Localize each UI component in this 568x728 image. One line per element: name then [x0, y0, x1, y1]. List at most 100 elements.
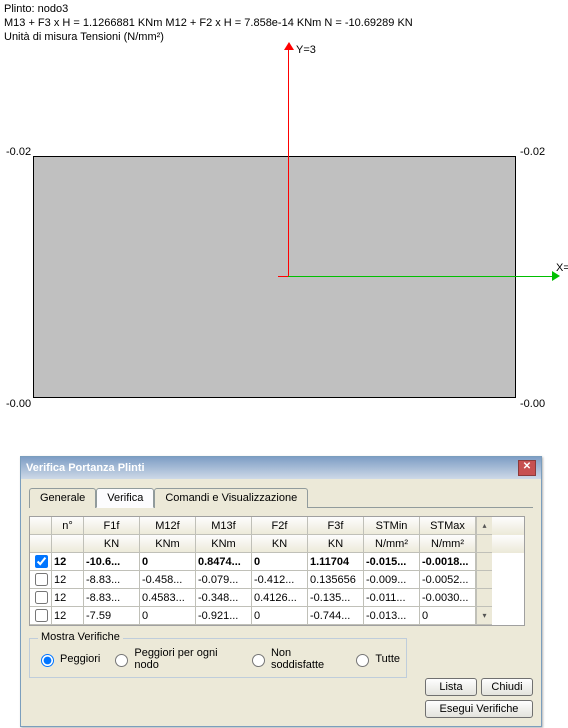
grid-header: n° F1f M12f M13f F2f F3f STMin STMax ▴ — [30, 517, 524, 535]
scroll-up-icon[interactable]: ▴ — [476, 517, 492, 535]
unit-stmin: N/mm² — [364, 535, 420, 553]
radio-group: Peggiori Peggiori per ogni nodo Non sodd… — [36, 647, 400, 671]
row-checkbox-cell[interactable] — [30, 607, 52, 625]
radio-tutte[interactable]: Tutte — [351, 651, 400, 667]
dialog-verifica-portanza: Verifica Portanza Plinti ✕ Generale Veri… — [20, 456, 542, 727]
row-checkbox-cell[interactable] — [30, 589, 52, 607]
row-checkbox-cell[interactable] — [30, 571, 52, 589]
dialog-buttons: Lista Chiudi Esegui Verifiche — [425, 678, 533, 718]
chart-area: Y=3 X=2 -0.02 -0.02 -0.00 -0.00 — [0, 46, 568, 446]
check-col-header — [30, 517, 52, 535]
unit-f1f: KN — [84, 535, 140, 553]
cell: 0 — [420, 607, 476, 625]
cell: -0.135... — [308, 589, 364, 607]
table-row[interactable]: 12-10.6...00.8474...01.11704-0.015...-0.… — [30, 553, 524, 571]
cell: 12 — [52, 589, 84, 607]
scroll-gutter — [476, 589, 492, 607]
tab-bar: Generale Verifica Comandi e Visualizzazi… — [29, 487, 533, 508]
check-col-subheader — [30, 535, 52, 553]
plinth-rect — [33, 156, 516, 398]
corner-tl: -0.02 — [6, 146, 31, 158]
col-f2f[interactable]: F2f — [252, 517, 308, 535]
x-axis — [288, 276, 554, 277]
cell: -10.6... — [84, 553, 140, 571]
radio-peggiori-nodo-input[interactable] — [115, 654, 128, 667]
cell: 0 — [140, 553, 196, 571]
groupbox-mostra: Mostra Verifiche Peggiori Peggiori per o… — [29, 638, 407, 678]
radio-non-soddisfatte-label: Non soddisfatte — [271, 647, 341, 671]
esegui-verifiche-button[interactable]: Esegui Verifiche — [425, 700, 533, 718]
cell: -7.59 — [84, 607, 140, 625]
y-axis-label: Y=3 — [296, 44, 316, 56]
cell: 1.11704 — [308, 553, 364, 571]
radio-peggiori[interactable]: Peggiori — [36, 651, 100, 667]
cell: -0.079... — [196, 571, 252, 589]
scroll-gutter — [476, 571, 492, 589]
cell: 0.4126... — [252, 589, 308, 607]
col-f3f[interactable]: F3f — [308, 517, 364, 535]
x-axis-label: X=2 — [556, 262, 568, 274]
table-row[interactable]: 12-8.83...0.4583...-0.348...0.4126...-0.… — [30, 589, 524, 607]
close-icon[interactable]: ✕ — [518, 460, 536, 476]
cell: -0.0018... — [420, 553, 476, 571]
dialog-title: Verifica Portanza Plinti — [26, 462, 145, 474]
cell: 0 — [252, 553, 308, 571]
radio-non-soddisfatte-input[interactable] — [252, 654, 265, 667]
cell: -0.0052... — [420, 571, 476, 589]
tab-comandi[interactable]: Comandi e Visualizzazione — [154, 488, 308, 508]
grid-units: KN KNm KNm KN KN N/mm² N/mm² — [30, 535, 524, 553]
corner-br: -0.00 — [520, 398, 545, 410]
header-info: Plinto: nodo3 M13 + F3 x H = 1.1266881 K… — [0, 0, 568, 46]
chiudi-button[interactable]: Chiudi — [481, 678, 533, 696]
radio-peggiori-input[interactable] — [41, 654, 54, 667]
corner-bl: -0.00 — [6, 398, 31, 410]
radio-tutte-label: Tutte — [375, 653, 400, 665]
cell: 0.8474... — [196, 553, 252, 571]
dialog-titlebar[interactable]: Verifica Portanza Plinti ✕ — [21, 457, 541, 479]
unit-m12f: KNm — [140, 535, 196, 553]
cell: -8.83... — [84, 571, 140, 589]
cell: 0.135656 — [308, 571, 364, 589]
unit-f2f: KN — [252, 535, 308, 553]
cell: -0.013... — [364, 607, 420, 625]
scroll-down-icon[interactable]: ▾ — [476, 607, 492, 625]
y-axis-arrow — [284, 42, 294, 50]
table-row[interactable]: 12-8.83...-0.458...-0.079...-0.412...0.1… — [30, 571, 524, 589]
cell: -0.412... — [252, 571, 308, 589]
col-stmax[interactable]: STMax — [420, 517, 476, 535]
cell: 0 — [252, 607, 308, 625]
lista-button[interactable]: Lista — [425, 678, 477, 696]
cell: 12 — [52, 571, 84, 589]
col-m12f[interactable]: M12f — [140, 517, 196, 535]
row-checkbox[interactable] — [35, 555, 48, 568]
col-n[interactable]: n° — [52, 517, 84, 535]
unit-stmax: N/mm² — [420, 535, 476, 553]
dialog-body: Generale Verifica Comandi e Visualizzazi… — [21, 479, 541, 726]
table-row[interactable]: 12-7.590-0.921...0-0.744...-0.013...0▾ — [30, 607, 524, 625]
unit-m13f: KNm — [196, 535, 252, 553]
cell: -0.0030... — [420, 589, 476, 607]
radio-peggiori-nodo[interactable]: Peggiori per ogni nodo — [110, 647, 237, 671]
corner-tr: -0.02 — [520, 146, 545, 158]
header-line1: Plinto: nodo3 — [4, 2, 564, 16]
col-f1f[interactable]: F1f — [84, 517, 140, 535]
radio-tutte-input[interactable] — [356, 654, 369, 667]
unit-f3f: KN — [308, 535, 364, 553]
row-checkbox[interactable] — [35, 591, 48, 604]
cell: -0.921... — [196, 607, 252, 625]
cell: -8.83... — [84, 589, 140, 607]
col-m13f[interactable]: M13f — [196, 517, 252, 535]
tab-generale[interactable]: Generale — [29, 488, 96, 508]
scroll-gutter — [476, 553, 492, 571]
unit-n — [52, 535, 84, 553]
row-checkbox-cell[interactable] — [30, 553, 52, 571]
row-checkbox[interactable] — [35, 609, 48, 622]
row-checkbox[interactable] — [35, 573, 48, 586]
col-stmin[interactable]: STMin — [364, 517, 420, 535]
tab-verifica[interactable]: Verifica — [96, 488, 154, 508]
cell: -0.348... — [196, 589, 252, 607]
cell: 12 — [52, 607, 84, 625]
header-line2: M13 + F3 x H = 1.1266881 KNm M12 + F2 x … — [4, 16, 564, 30]
cell: 0 — [140, 607, 196, 625]
radio-non-soddisfatte[interactable]: Non soddisfatte — [247, 647, 341, 671]
